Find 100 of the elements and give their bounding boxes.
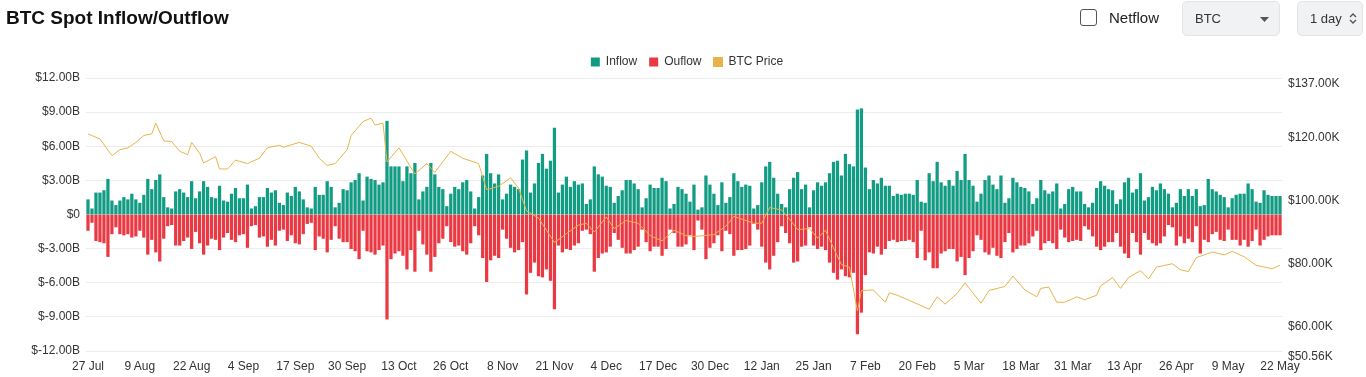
bar	[931, 214, 935, 269]
bar	[1011, 177, 1015, 215]
bar	[999, 214, 1003, 259]
bar	[676, 214, 680, 247]
bar	[1186, 214, 1190, 239]
bar	[1218, 214, 1222, 240]
bar	[1055, 183, 1059, 215]
x-tick-label: 17 Dec	[639, 358, 678, 373]
bar	[273, 190, 277, 215]
y-tick-label: $9.00B	[41, 104, 80, 119]
y-tick-label: $-12.00B	[31, 343, 80, 358]
bar	[201, 214, 206, 255]
bar	[516, 214, 521, 251]
x-tick-label: 20 Feb	[898, 358, 937, 373]
bar	[1067, 214, 1071, 243]
x-tick-label: 9 Aug	[124, 358, 156, 373]
bar	[493, 214, 497, 256]
bar	[704, 175, 708, 215]
bar	[397, 214, 401, 252]
bar	[178, 189, 182, 215]
bar	[1039, 214, 1043, 251]
x-tick-label: 31 Mar	[1054, 358, 1092, 373]
bar	[1122, 182, 1127, 215]
bar	[680, 189, 684, 215]
bar	[86, 199, 90, 215]
bar	[879, 177, 883, 215]
x-tick-label: 9 May	[1211, 358, 1245, 373]
bar	[915, 180, 919, 215]
bar	[405, 214, 409, 270]
bar	[337, 214, 341, 239]
y-tick-label: $-6.00B	[37, 275, 80, 290]
x-tick-label: 26 Oct	[433, 358, 470, 373]
legend-label: Ouflow	[664, 54, 702, 69]
x-tick-label: 17 Sep	[276, 358, 315, 373]
bar	[377, 184, 381, 215]
bar	[297, 191, 301, 215]
bar	[748, 185, 752, 215]
bar	[114, 205, 118, 215]
bar	[98, 192, 102, 215]
bar	[1015, 182, 1019, 215]
bar	[624, 180, 628, 215]
bar	[512, 214, 517, 253]
bar	[660, 177, 664, 215]
bar	[512, 186, 517, 215]
bar	[413, 162, 417, 215]
bar	[293, 186, 297, 215]
bar	[987, 175, 991, 215]
bar	[265, 188, 270, 215]
bar	[122, 197, 126, 215]
bar	[158, 174, 162, 215]
bar	[441, 214, 445, 239]
bar	[999, 175, 1003, 215]
bar	[580, 183, 584, 215]
bar	[1138, 173, 1143, 215]
bar	[229, 214, 234, 240]
bar	[217, 214, 222, 251]
bar	[357, 173, 361, 215]
bar	[891, 214, 895, 240]
bar	[552, 214, 557, 310]
bar	[377, 214, 381, 251]
bar	[1154, 214, 1159, 246]
bar	[1274, 195, 1278, 215]
bar	[201, 181, 206, 215]
bar	[130, 193, 134, 215]
bar	[1079, 214, 1083, 241]
bar	[1222, 214, 1226, 241]
x-tick-label: 13 Oct	[381, 358, 418, 373]
bar	[174, 214, 178, 246]
bar	[1206, 178, 1210, 215]
y-tick-label: $-3.00B	[37, 240, 80, 255]
bar	[465, 180, 469, 215]
bar	[297, 214, 301, 245]
bar	[1138, 214, 1143, 255]
x-tick-label: 22 Aug	[172, 358, 211, 373]
bar	[564, 176, 569, 215]
bar	[684, 214, 688, 245]
x-tick-label: 12 Jan	[743, 358, 780, 373]
bar	[325, 214, 329, 253]
bar	[927, 173, 931, 215]
bar	[285, 214, 289, 241]
bar	[357, 214, 361, 260]
bar	[98, 214, 102, 243]
bar	[293, 214, 297, 244]
bar	[576, 184, 580, 215]
bar	[461, 182, 465, 215]
x-tick-label: 30 Dec	[690, 358, 729, 373]
bar	[313, 214, 317, 251]
bar	[732, 173, 736, 215]
bar	[233, 214, 238, 243]
bar	[453, 186, 457, 215]
bar	[369, 178, 373, 215]
bar	[508, 214, 513, 248]
bar	[273, 214, 277, 246]
bar	[608, 186, 612, 215]
bar	[552, 127, 557, 215]
x-tick-label: 8 Nov	[486, 358, 519, 373]
bar	[349, 214, 353, 249]
bar	[664, 181, 668, 215]
bar	[720, 214, 724, 252]
bar	[1023, 188, 1027, 215]
